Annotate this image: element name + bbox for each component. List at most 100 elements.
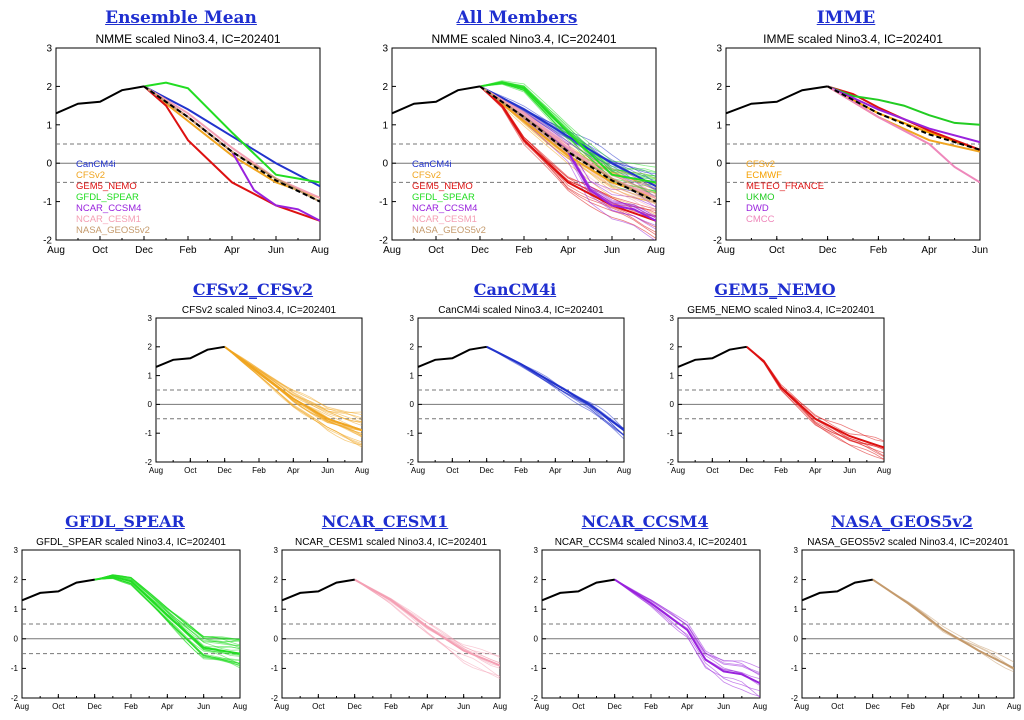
- member-line-gfdl-spear: [94, 574, 240, 641]
- legend-item-gem5-nemo: GEM5_NEMO: [76, 181, 137, 192]
- legend-item-nasa-geos5v2: NASA_GEOS5v2: [412, 225, 486, 236]
- member-line-gem5-nemo: [746, 346, 884, 442]
- chart-cancm4i: CanCM4i scaled Nino3.4, IC=202401 -2 -1 0 1 2…: [407, 305, 631, 475]
- plot-area: [542, 578, 760, 698]
- x-tick-label: Apr: [809, 466, 822, 475]
- plot-area: [282, 578, 500, 679]
- series-line-cancm4i: [486, 345, 624, 432]
- series-line-cfsv2: [224, 346, 362, 432]
- ensemble-mean-line: [827, 85, 980, 151]
- x-tick-label: Apr: [937, 702, 950, 711]
- y-tick-label: 2: [14, 575, 19, 584]
- x-tick-label: Aug: [671, 466, 685, 475]
- y-tick-label: -2: [531, 694, 539, 703]
- legend-item-ncar-ccsm4: NCAR_CCSM4: [76, 203, 141, 214]
- series-line-ncar-ccsm4: [614, 578, 760, 685]
- observed-line: [282, 578, 355, 602]
- y-tick-label: 3: [14, 546, 19, 555]
- series-line-ukmo: [827, 85, 980, 126]
- x-tick-label: Aug: [717, 245, 735, 256]
- panel-cancm4i: CanCM4i CanCM4i scaled Nino3.4, IC=20240…: [402, 280, 631, 478]
- observed-line: [678, 345, 747, 368]
- link-nasa-geos5v2[interactable]: NASA_GEOS5v2: [831, 512, 973, 531]
- series-line-ncar-cesm1: [354, 578, 500, 667]
- link-all-members[interactable]: All Members: [456, 8, 578, 28]
- chart-cfsv2: CFSv2 scaled Nino3.4, IC=202401 -2 -1 0 1 2 3 A…: [145, 305, 369, 475]
- series-line-gfdl-spear: [479, 81, 656, 184]
- link-imme[interactable]: IMME: [816, 8, 876, 28]
- plot-area: [392, 80, 656, 240]
- series-line-meteo-france: [827, 85, 980, 151]
- x-tick-label: Oct: [572, 702, 585, 711]
- x-tick-label: Feb: [179, 245, 197, 256]
- x-tick-label: Apr: [224, 245, 240, 256]
- link-cancm4i[interactable]: CanCM4i: [473, 280, 557, 299]
- y-tick-label: 2: [274, 575, 279, 584]
- y-tick-label: -2: [379, 236, 388, 247]
- member-line-cfsv2: [224, 346, 362, 426]
- y-tick-label: 3: [534, 546, 539, 555]
- chart-title: NASA_GEOS5v2 scaled Nino3.4, IC=202401: [807, 537, 1009, 548]
- legend-item-ncar-cesm1: NCAR_CESM1: [412, 214, 477, 225]
- plot-area: [56, 81, 320, 222]
- y-tick-label: -1: [145, 429, 153, 438]
- y-tick-label: 1: [794, 605, 799, 614]
- x-tick-label: Oct: [831, 702, 844, 711]
- x-tick-label: Oct: [312, 702, 325, 711]
- legend-item-dwd: DWD: [746, 203, 769, 214]
- x-tick-label: Apr: [681, 702, 694, 711]
- member-line-gfdl-spear: [94, 574, 240, 640]
- y-tick-label: 1: [716, 120, 722, 131]
- x-tick-label: Feb: [901, 702, 915, 711]
- chart-ensemble-mean: NMME scaled Nino3.4, IC=202401 -2 -1 0 1 2 3 Au…: [43, 32, 329, 256]
- observed-line: [542, 578, 615, 602]
- link-cfsv2[interactable]: CFSv2_CFSv2: [192, 280, 314, 299]
- x-tick-label: Jun: [972, 245, 988, 256]
- observed-line: [802, 578, 873, 602]
- panel-all-members: All Members NMME scaled Nino3.4, IC=2024…: [374, 8, 665, 258]
- member-line-gfdl-spear: [479, 80, 656, 168]
- chart-title: GFDL_SPEAR scaled Nino3.4, IC=202401: [36, 537, 226, 548]
- y-tick-label: 2: [46, 82, 52, 93]
- x-tick-label: Aug: [493, 702, 507, 711]
- member-line-ncar-ccsm4: [614, 579, 760, 698]
- link-ncar-ccsm4[interactable]: NCAR_CCSM4: [581, 512, 709, 531]
- chart-gfdl-spear: GFDL_SPEAR scaled Nino3.4, IC=202401 -2 -1…: [11, 537, 247, 711]
- panel-ncar-cesm1: NCAR_CESM1 NCAR_CESM1 scaled Nino3.4, IC…: [266, 512, 507, 714]
- y-tick-label: -2: [667, 458, 675, 467]
- legend-item-ecmwf: ECMWF: [746, 170, 782, 181]
- chart-ncar-cesm1: NCAR_CESM1 scaled Nino3.4, IC=202401 -2 -1…: [271, 537, 507, 711]
- member-line-gfdl-spear: [94, 577, 240, 664]
- y-tick-label: 1: [410, 371, 415, 380]
- member-line-cancm4i: [486, 346, 624, 436]
- plot-area: [156, 345, 362, 448]
- series-line-gem5-nemo: [746, 346, 884, 449]
- chart-nasa-geos5v2: NASA_GEOS5v2 scaled Nino3.4, IC=202401 -2…: [791, 537, 1021, 711]
- x-tick-label: Aug: [877, 466, 891, 475]
- y-tick-label: -2: [43, 236, 52, 247]
- link-gfdl-spear[interactable]: GFDL_SPEAR: [65, 512, 185, 531]
- panel-cfsv2: CFSv2_CFSv2 CFSv2 scaled Nino3.4, IC=202…: [140, 280, 369, 478]
- plot-area: [418, 345, 624, 440]
- x-tick-label: Dec: [608, 702, 622, 711]
- plot-area: [802, 578, 1014, 673]
- y-tick-label: 0: [410, 400, 415, 409]
- member-line-gem5-nemo: [746, 346, 884, 442]
- series-line-cancm4i: [479, 85, 656, 188]
- x-tick-label: Dec: [819, 245, 837, 256]
- y-tick-label: -1: [667, 429, 675, 438]
- x-tick-label: Oct: [184, 466, 197, 475]
- y-tick-label: -2: [791, 694, 799, 703]
- x-tick-label: Jun: [972, 702, 985, 711]
- link-ncar-cesm1[interactable]: NCAR_CESM1: [321, 512, 449, 531]
- x-tick-label: Aug: [275, 702, 289, 711]
- member-line-cfsv2: [224, 346, 362, 421]
- link-gem5-nemo[interactable]: GEM5_NEMO: [714, 280, 836, 299]
- x-tick-label: Jun: [717, 702, 730, 711]
- link-ensemble-mean[interactable]: Ensemble Mean: [105, 8, 257, 28]
- chart-title: NMME scaled Nino3.4, IC=202401: [431, 32, 616, 46]
- y-tick-label: 2: [410, 343, 415, 352]
- chart-title: NCAR_CCSM4 scaled Nino3.4, IC=202401: [555, 537, 748, 548]
- x-tick-label: Aug: [795, 702, 809, 711]
- member-line-gem5-nemo: [479, 86, 656, 239]
